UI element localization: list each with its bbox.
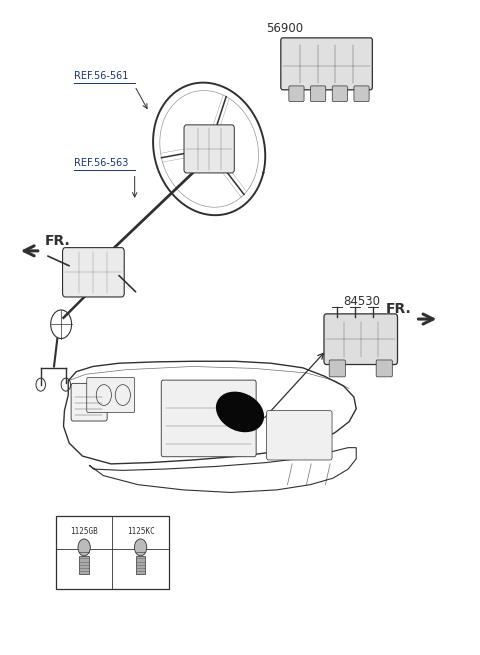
Text: 1125GB: 1125GB <box>70 527 98 536</box>
FancyBboxPatch shape <box>71 383 107 421</box>
Circle shape <box>134 539 147 556</box>
Bar <box>136 556 145 574</box>
Text: FR.: FR. <box>45 234 70 248</box>
Circle shape <box>78 539 90 556</box>
FancyBboxPatch shape <box>354 86 369 102</box>
FancyBboxPatch shape <box>311 86 326 102</box>
FancyBboxPatch shape <box>376 360 392 377</box>
FancyBboxPatch shape <box>87 377 135 413</box>
FancyBboxPatch shape <box>281 38 372 90</box>
FancyBboxPatch shape <box>266 411 332 460</box>
FancyBboxPatch shape <box>62 248 124 297</box>
Text: 84530: 84530 <box>343 295 381 308</box>
Text: REF.56-561: REF.56-561 <box>74 71 128 81</box>
Polygon shape <box>197 134 221 164</box>
FancyBboxPatch shape <box>324 314 397 365</box>
Bar <box>79 556 89 574</box>
Text: 1125KC: 1125KC <box>127 527 155 536</box>
FancyBboxPatch shape <box>184 125 234 173</box>
Bar <box>56 516 169 589</box>
Text: REF.56-563: REF.56-563 <box>74 159 128 168</box>
Ellipse shape <box>216 392 264 432</box>
Text: FR.: FR. <box>386 302 412 316</box>
FancyBboxPatch shape <box>161 380 256 457</box>
Text: 56900: 56900 <box>266 22 304 35</box>
FancyBboxPatch shape <box>289 86 304 102</box>
FancyBboxPatch shape <box>329 360 345 377</box>
FancyBboxPatch shape <box>332 86 348 102</box>
